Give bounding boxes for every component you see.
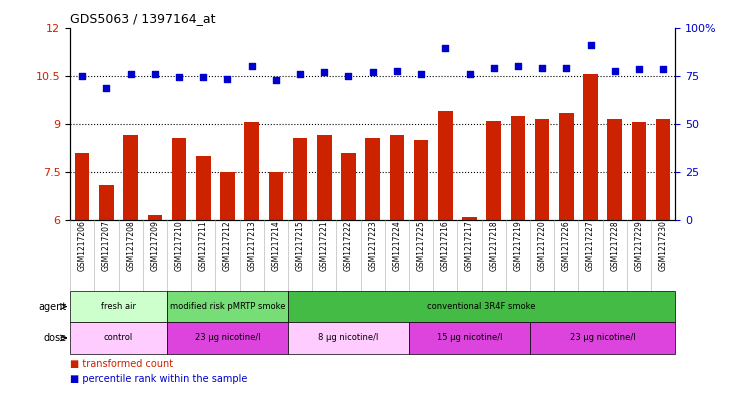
- Point: [173, 74, 185, 81]
- Text: GSM1217219: GSM1217219: [514, 220, 523, 271]
- Bar: [99, 185, 114, 220]
- Text: GSM1217211: GSM1217211: [199, 220, 207, 271]
- Point: [488, 64, 500, 71]
- Text: GSM1217223: GSM1217223: [368, 220, 377, 271]
- Text: 15 μg nicotine/l: 15 μg nicotine/l: [437, 334, 503, 342]
- Bar: [288, 322, 409, 354]
- Text: fresh air: fresh air: [101, 302, 136, 311]
- Text: GSM1217220: GSM1217220: [538, 220, 547, 271]
- Bar: [632, 122, 646, 220]
- Bar: [535, 119, 549, 220]
- Bar: [123, 135, 138, 220]
- Point: [367, 69, 379, 75]
- Text: 8 μg nicotine/l: 8 μg nicotine/l: [318, 334, 379, 342]
- Point: [246, 63, 258, 69]
- Point: [609, 68, 621, 74]
- Point: [342, 72, 354, 79]
- Text: GSM1217224: GSM1217224: [393, 220, 401, 271]
- Bar: [583, 74, 598, 220]
- Bar: [75, 152, 89, 220]
- Bar: [293, 138, 307, 220]
- Bar: [70, 291, 167, 322]
- Text: GSM1217227: GSM1217227: [586, 220, 595, 271]
- Bar: [607, 119, 622, 220]
- Bar: [148, 215, 162, 220]
- Bar: [559, 112, 573, 220]
- Point: [415, 71, 427, 77]
- Bar: [167, 322, 288, 354]
- Bar: [390, 135, 404, 220]
- Bar: [656, 119, 670, 220]
- Bar: [341, 152, 356, 220]
- Bar: [511, 116, 525, 220]
- Text: ■ percentile rank within the sample: ■ percentile rank within the sample: [70, 374, 247, 384]
- Text: GSM1217215: GSM1217215: [296, 220, 305, 271]
- Bar: [269, 172, 283, 220]
- Point: [197, 74, 209, 81]
- Text: ■ transformed count: ■ transformed count: [70, 358, 173, 369]
- Text: GSM1217218: GSM1217218: [489, 220, 498, 271]
- Point: [633, 66, 645, 72]
- Bar: [414, 140, 428, 220]
- Text: GSM1217207: GSM1217207: [102, 220, 111, 271]
- Bar: [530, 322, 675, 354]
- Bar: [365, 138, 380, 220]
- Point: [391, 68, 403, 74]
- Bar: [409, 322, 530, 354]
- Point: [221, 76, 233, 82]
- Bar: [486, 121, 501, 220]
- Text: GSM1217208: GSM1217208: [126, 220, 135, 271]
- Point: [318, 69, 330, 75]
- Text: GSM1217222: GSM1217222: [344, 220, 353, 271]
- Point: [270, 77, 282, 84]
- Point: [463, 71, 475, 77]
- Text: 23 μg nicotine/l: 23 μg nicotine/l: [195, 334, 261, 342]
- Bar: [70, 322, 167, 354]
- Point: [294, 71, 306, 77]
- Point: [537, 64, 548, 71]
- Text: dose: dose: [44, 333, 66, 343]
- Text: GSM1217209: GSM1217209: [151, 220, 159, 271]
- Text: control: control: [104, 334, 133, 342]
- Point: [439, 45, 451, 51]
- Bar: [167, 291, 288, 322]
- Point: [512, 63, 524, 69]
- Text: GSM1217221: GSM1217221: [320, 220, 328, 271]
- Bar: [317, 135, 331, 220]
- Text: GSM1217212: GSM1217212: [223, 220, 232, 271]
- Text: GSM1217213: GSM1217213: [247, 220, 256, 271]
- Text: GSM1217217: GSM1217217: [465, 220, 474, 271]
- Point: [584, 42, 596, 48]
- Text: GSM1217210: GSM1217210: [175, 220, 184, 271]
- Text: GSM1217230: GSM1217230: [659, 220, 668, 271]
- Bar: [288, 291, 675, 322]
- Bar: [438, 111, 452, 220]
- Point: [100, 85, 112, 92]
- Text: GSM1217214: GSM1217214: [272, 220, 280, 271]
- Point: [149, 71, 161, 77]
- Point: [76, 72, 88, 79]
- Bar: [196, 156, 210, 220]
- Text: conventional 3R4F smoke: conventional 3R4F smoke: [427, 302, 536, 311]
- Text: GSM1217228: GSM1217228: [610, 220, 619, 271]
- Text: GSM1217229: GSM1217229: [635, 220, 644, 271]
- Text: 23 μg nicotine/l: 23 μg nicotine/l: [570, 334, 635, 342]
- Bar: [462, 217, 477, 220]
- Point: [125, 71, 137, 77]
- Text: GSM1217226: GSM1217226: [562, 220, 570, 271]
- Text: GSM1217225: GSM1217225: [417, 220, 426, 271]
- Point: [658, 66, 669, 72]
- Text: modified risk pMRTP smoke: modified risk pMRTP smoke: [170, 302, 285, 311]
- Point: [560, 64, 572, 71]
- Text: GSM1217206: GSM1217206: [77, 220, 86, 271]
- Text: GDS5063 / 1397164_at: GDS5063 / 1397164_at: [70, 12, 215, 25]
- Bar: [244, 122, 259, 220]
- Text: GSM1217216: GSM1217216: [441, 220, 449, 271]
- Bar: [220, 172, 235, 220]
- Bar: [172, 138, 186, 220]
- Text: agent: agent: [38, 301, 66, 312]
